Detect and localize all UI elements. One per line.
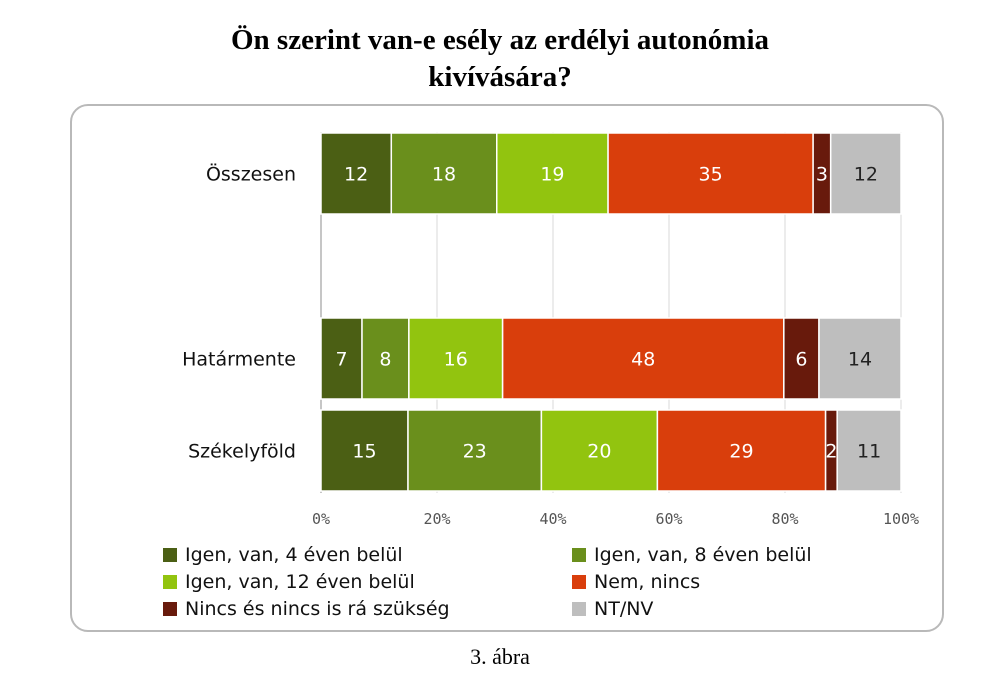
bar-segment [320, 132, 393, 215]
x-tick-label: 80% [771, 510, 798, 528]
x-tick-label: 40% [539, 510, 566, 528]
bar-segment [496, 132, 609, 215]
bar-segment [320, 317, 363, 400]
legend-swatch [572, 602, 586, 616]
x-tick-label: 60% [655, 510, 682, 528]
chart-title-line-1: Ön szerint van-e esély az erdélyi autonó… [230, 24, 770, 56]
legend-item: Igen, van, 4 éven belül [163, 544, 403, 566]
legend-swatch [163, 602, 177, 616]
legend-label: Igen, van, 4 éven belül [185, 544, 403, 566]
data-label: 20 [587, 441, 611, 463]
bar-segment [829, 132, 902, 215]
data-label: 7 [335, 349, 347, 371]
bar-segment [836, 409, 902, 492]
legend-swatch [572, 548, 586, 562]
x-tick-label: 20% [423, 510, 450, 528]
bar-segment [656, 409, 827, 492]
legend-item: NT/NV [572, 598, 653, 620]
legend-swatch [163, 548, 177, 562]
bar-segment [361, 317, 410, 400]
bar-segment [540, 409, 659, 492]
legend-item: Nincs és nincs is rá szükség [163, 598, 450, 620]
legend-label: Nincs és nincs is rá szükség [185, 598, 450, 620]
data-label: 12 [344, 164, 368, 186]
x-tick-label: 0% [312, 510, 330, 528]
legend-item: Igen, van, 8 éven belül [572, 544, 812, 566]
figure-caption: 3. ábra [470, 644, 530, 669]
legend-swatch [163, 575, 177, 589]
data-label: 11 [857, 441, 881, 463]
bar-segment [607, 132, 814, 215]
data-label: 29 [729, 441, 753, 463]
bar-segment [390, 132, 498, 215]
data-label: 3 [816, 164, 828, 186]
data-label: 48 [631, 349, 655, 371]
data-label: 19 [540, 164, 564, 186]
category-label: Székelyföld [188, 441, 296, 463]
chart-title-line-2: kivívására? [428, 61, 572, 93]
legend-swatch [572, 575, 586, 589]
legend-label: Igen, van, 8 éven belül [594, 544, 812, 566]
legend-label: Nem, nincs [594, 571, 701, 593]
data-label: 35 [699, 164, 723, 186]
x-tick-label: 100% [883, 510, 919, 528]
data-label: 6 [795, 349, 807, 371]
bar-segment [408, 317, 504, 400]
data-label: 18 [432, 164, 456, 186]
data-label: 14 [848, 349, 872, 371]
data-label: 8 [379, 349, 391, 371]
data-label: 16 [444, 349, 468, 371]
bar-segment [783, 317, 820, 400]
legend-item: Nem, nincs [572, 571, 700, 593]
category-label: Összesen [206, 163, 296, 186]
bar-segment [407, 409, 543, 492]
legend-label: Igen, van, 12 éven belül [185, 571, 415, 593]
bar-segment [818, 317, 902, 400]
legend-item: Igen, van, 12 éven belül [163, 571, 415, 593]
data-label: 2 [825, 441, 837, 463]
data-label: 23 [463, 441, 487, 463]
data-label: 12 [854, 164, 878, 186]
data-label: 15 [352, 441, 376, 463]
chart-title: Ön szerint van-e esély az erdélyi autonó… [0, 22, 1000, 96]
bar-segment [501, 317, 785, 400]
bar-segment [320, 409, 409, 492]
category-label: Határmente [182, 349, 296, 371]
legend-label: NT/NV [594, 598, 654, 620]
